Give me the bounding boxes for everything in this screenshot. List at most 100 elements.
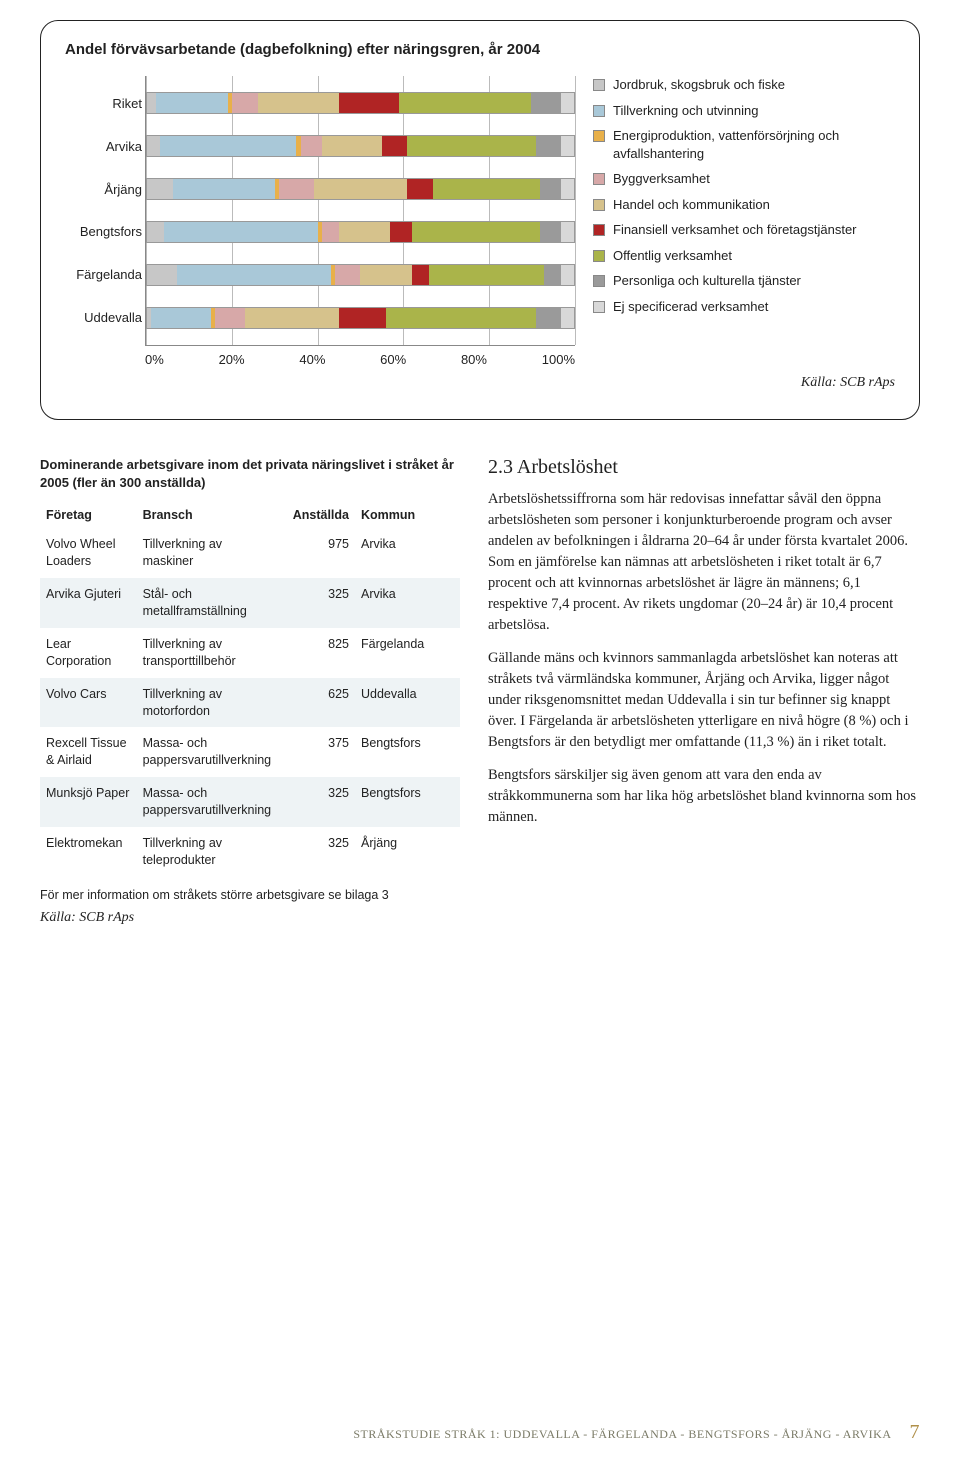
legend-label: Offentlig verksamhet [613, 247, 732, 265]
legend-label: Ej specificerad verksamhet [613, 298, 768, 316]
chart-segment-handel [322, 136, 382, 156]
chart-panel: Andel förvävsarbetande (dagbefolkning) e… [40, 20, 920, 420]
table-cell: Årjäng [355, 827, 460, 877]
chart-segment-offentlig [407, 136, 535, 156]
chart-segment-ejspec [561, 93, 574, 113]
chart-plot: RiketArvikaÅrjängBengtsforsFärgelandaUdd… [65, 76, 575, 367]
chart-bar [146, 178, 575, 200]
chart-row-label: Arvika [64, 139, 142, 154]
chart-segment-ejspec [561, 308, 574, 328]
table-cell: 375 [279, 727, 355, 777]
legend-item: Ej specificerad verksamhet [593, 298, 895, 316]
table-header: Kommun [355, 502, 460, 528]
legend-swatch [593, 301, 605, 313]
chart-segment-personliga [544, 265, 561, 285]
legend-item: Tillverkning och utvinning [593, 102, 895, 120]
table-cell: Massa- och pappersvarutillverkning [137, 777, 280, 827]
chart-segment-ejspec [561, 222, 574, 242]
chart-segment-ejspec [561, 136, 574, 156]
employer-table-section: Dominerande arbetsgivare inom det privat… [40, 456, 460, 926]
chart-row: Årjäng [146, 169, 575, 209]
chart-row: Bengtsfors [146, 212, 575, 252]
legend-label: Energiproduktion, vattenförsörjning och … [613, 127, 895, 162]
table-cell: 625 [279, 678, 355, 728]
legend-swatch [593, 105, 605, 117]
chart-bar [146, 221, 575, 243]
chart-segment-jordbruk [147, 222, 164, 242]
chart-segment-personliga [536, 136, 562, 156]
legend-label: Jordbruk, skogsbruk och fiske [613, 76, 785, 94]
chart-segment-ejspec [561, 179, 574, 199]
chart-segment-personliga [540, 179, 561, 199]
table-cell: Stål- och metallframställning [137, 578, 280, 628]
page-number: 7 [910, 1421, 921, 1444]
section-heading: 2.3 Arbetslöshet [488, 456, 920, 479]
chart-segment-bygg [215, 308, 245, 328]
legend-label: Finansiell verksamhet och företagstjänst… [613, 221, 857, 239]
chart-segment-bygg [335, 265, 361, 285]
table-cell: Arvika [355, 528, 460, 578]
table-cell: 825 [279, 628, 355, 678]
table-cell: Volvo Wheel Loaders [40, 528, 137, 578]
chart-segment-ejspec [561, 265, 574, 285]
chart-segment-offentlig [399, 93, 531, 113]
table-source: Källa: SCB rAps [40, 910, 460, 926]
chart-bar [146, 264, 575, 286]
table-cell: Massa- och pappersvarutillverkning [137, 727, 280, 777]
table-cell: 325 [279, 777, 355, 827]
table-cell: Arvika Gjuteri [40, 578, 137, 628]
chart-title: Andel förvävsarbetande (dagbefolkning) e… [65, 41, 895, 58]
table-cell: Tillverkning av motorfordon [137, 678, 280, 728]
legend-swatch [593, 130, 605, 142]
chart-segment-handel [339, 222, 390, 242]
chart-segment-finans [390, 222, 411, 242]
chart-segment-handel [314, 179, 408, 199]
chart-row-label: Uddevalla [64, 310, 142, 325]
table-row: Lear CorporationTillverkning av transpor… [40, 628, 460, 678]
chart-segment-jordbruk [147, 136, 160, 156]
table-cell: Elektromekan [40, 827, 137, 877]
table-cell: 975 [279, 528, 355, 578]
chart-xtick: 80% [461, 352, 487, 367]
legend-swatch [593, 275, 605, 287]
legend-swatch [593, 79, 605, 91]
legend-item: Personliga och kulturella tjänster [593, 272, 895, 290]
chart-xtick: 40% [299, 352, 325, 367]
chart-segment-personliga [531, 93, 561, 113]
chart-row-label: Färgelanda [64, 267, 142, 282]
chart-row-label: Bengtsfors [64, 224, 142, 239]
legend-item: Finansiell verksamhet och företagstjänst… [593, 221, 895, 239]
table-cell: Arvika [355, 578, 460, 628]
table-row: ElektromekanTillverkning av teleprodukte… [40, 827, 460, 877]
table-footnote: För mer information om stråkets större a… [40, 887, 460, 905]
table-row: Arvika GjuteriStål- och metallframställn… [40, 578, 460, 628]
legend-swatch [593, 250, 605, 262]
chart-segment-finans [339, 93, 399, 113]
chart-xtick: 100% [542, 352, 575, 367]
table-row: Volvo CarsTillverkning av motorfordon625… [40, 678, 460, 728]
chart-segment-offentlig [433, 179, 540, 199]
chart-row: Uddevalla [146, 298, 575, 338]
chart-segment-finans [412, 265, 429, 285]
table-row: Volvo Wheel LoadersTillverkning av maski… [40, 528, 460, 578]
table-cell: Färgelanda [355, 628, 460, 678]
table-header: Bransch [137, 502, 280, 528]
chart-row: Färgelanda [146, 255, 575, 295]
table-cell: Bengtsfors [355, 727, 460, 777]
legend-item: Offentlig verksamhet [593, 247, 895, 265]
legend-swatch [593, 173, 605, 185]
table-cell: Tillverkning av transporttillbehör [137, 628, 280, 678]
chart-bar [146, 92, 575, 114]
body-paragraph: Gällande mäns och kvinnors sammanlagda a… [488, 648, 920, 753]
chart-segment-finans [339, 308, 386, 328]
legend-label: Tillverkning och utvinning [613, 102, 758, 120]
chart-segment-tillverk [173, 179, 275, 199]
chart-segment-bygg [279, 179, 313, 199]
chart-segment-personliga [536, 308, 562, 328]
legend-label: Personliga och kulturella tjänster [613, 272, 801, 290]
table-cell: Bengtsfors [355, 777, 460, 827]
employer-table: FöretagBranschAnställdaKommunVolvo Wheel… [40, 502, 460, 876]
body-paragraph: Bengtsfors särskiljer sig även genom att… [488, 765, 920, 828]
chart-segment-offentlig [412, 222, 540, 242]
table-cell: 325 [279, 827, 355, 877]
